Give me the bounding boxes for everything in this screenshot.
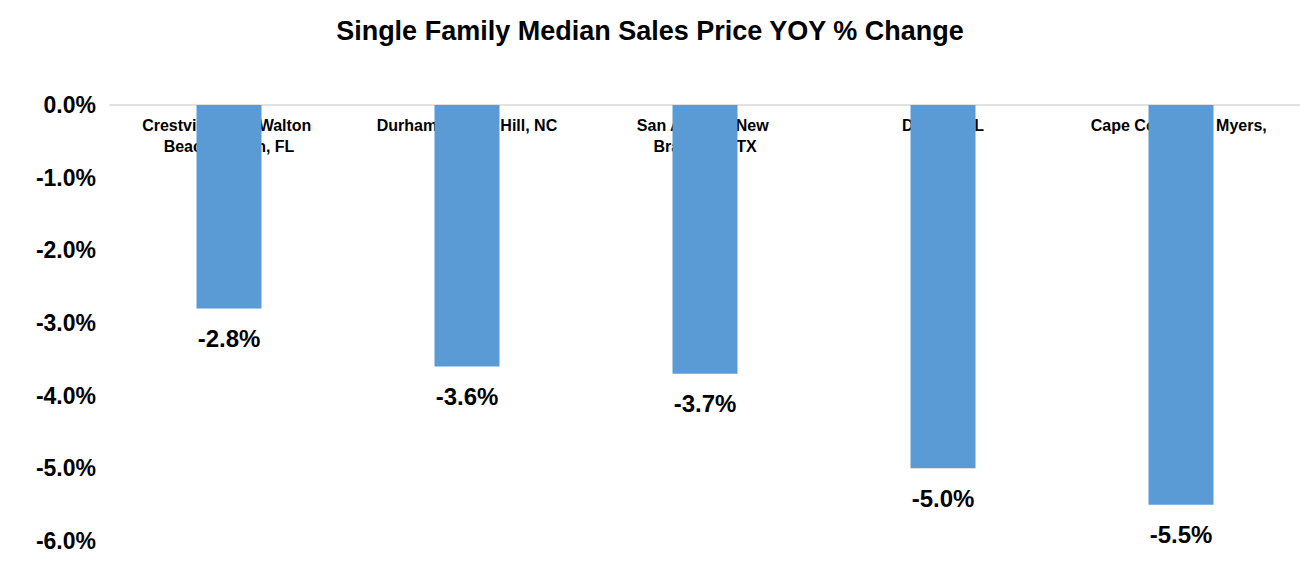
svg-text:-4.0%: -4.0% bbox=[36, 383, 96, 409]
svg-text:San Antonio-New: San Antonio-New bbox=[636, 117, 774, 134]
svg-text:-3.6%: -3.6% bbox=[436, 383, 499, 410]
svg-text:-5.0%: -5.0% bbox=[36, 455, 96, 481]
svg-text:-2.0%: -2.0% bbox=[36, 237, 96, 263]
svg-text:Crestview-Fort Walton: Crestview-Fort Walton bbox=[142, 117, 316, 134]
svg-text:-6.0%: -6.0% bbox=[36, 528, 96, 554]
svg-text:Durham-Chapel Hill, NC: Durham-Chapel Hill, NC bbox=[376, 117, 558, 134]
svg-text:-1.0%: -1.0% bbox=[36, 165, 96, 191]
svg-text:Braunfels, TX: Braunfels, TX bbox=[653, 138, 757, 155]
svg-text:0.0%: 0.0% bbox=[44, 92, 96, 118]
svg-text:Beach-Destin, FL: Beach-Destin, FL bbox=[163, 138, 295, 155]
svg-text:-3.7%: -3.7% bbox=[674, 390, 737, 417]
svg-text:Cape Coral-Fort Myers,: Cape Coral-Fort Myers, bbox=[1090, 117, 1272, 134]
svg-text:-5.0%: -5.0% bbox=[912, 485, 975, 512]
svg-text:-3.0%: -3.0% bbox=[36, 310, 96, 336]
svg-text:Single Family Median Sales Pri: Single Family Median Sales Price YOY % C… bbox=[336, 16, 964, 46]
svg-text:-2.8%: -2.8% bbox=[198, 325, 261, 352]
svg-text:-5.5%: -5.5% bbox=[1150, 521, 1213, 548]
